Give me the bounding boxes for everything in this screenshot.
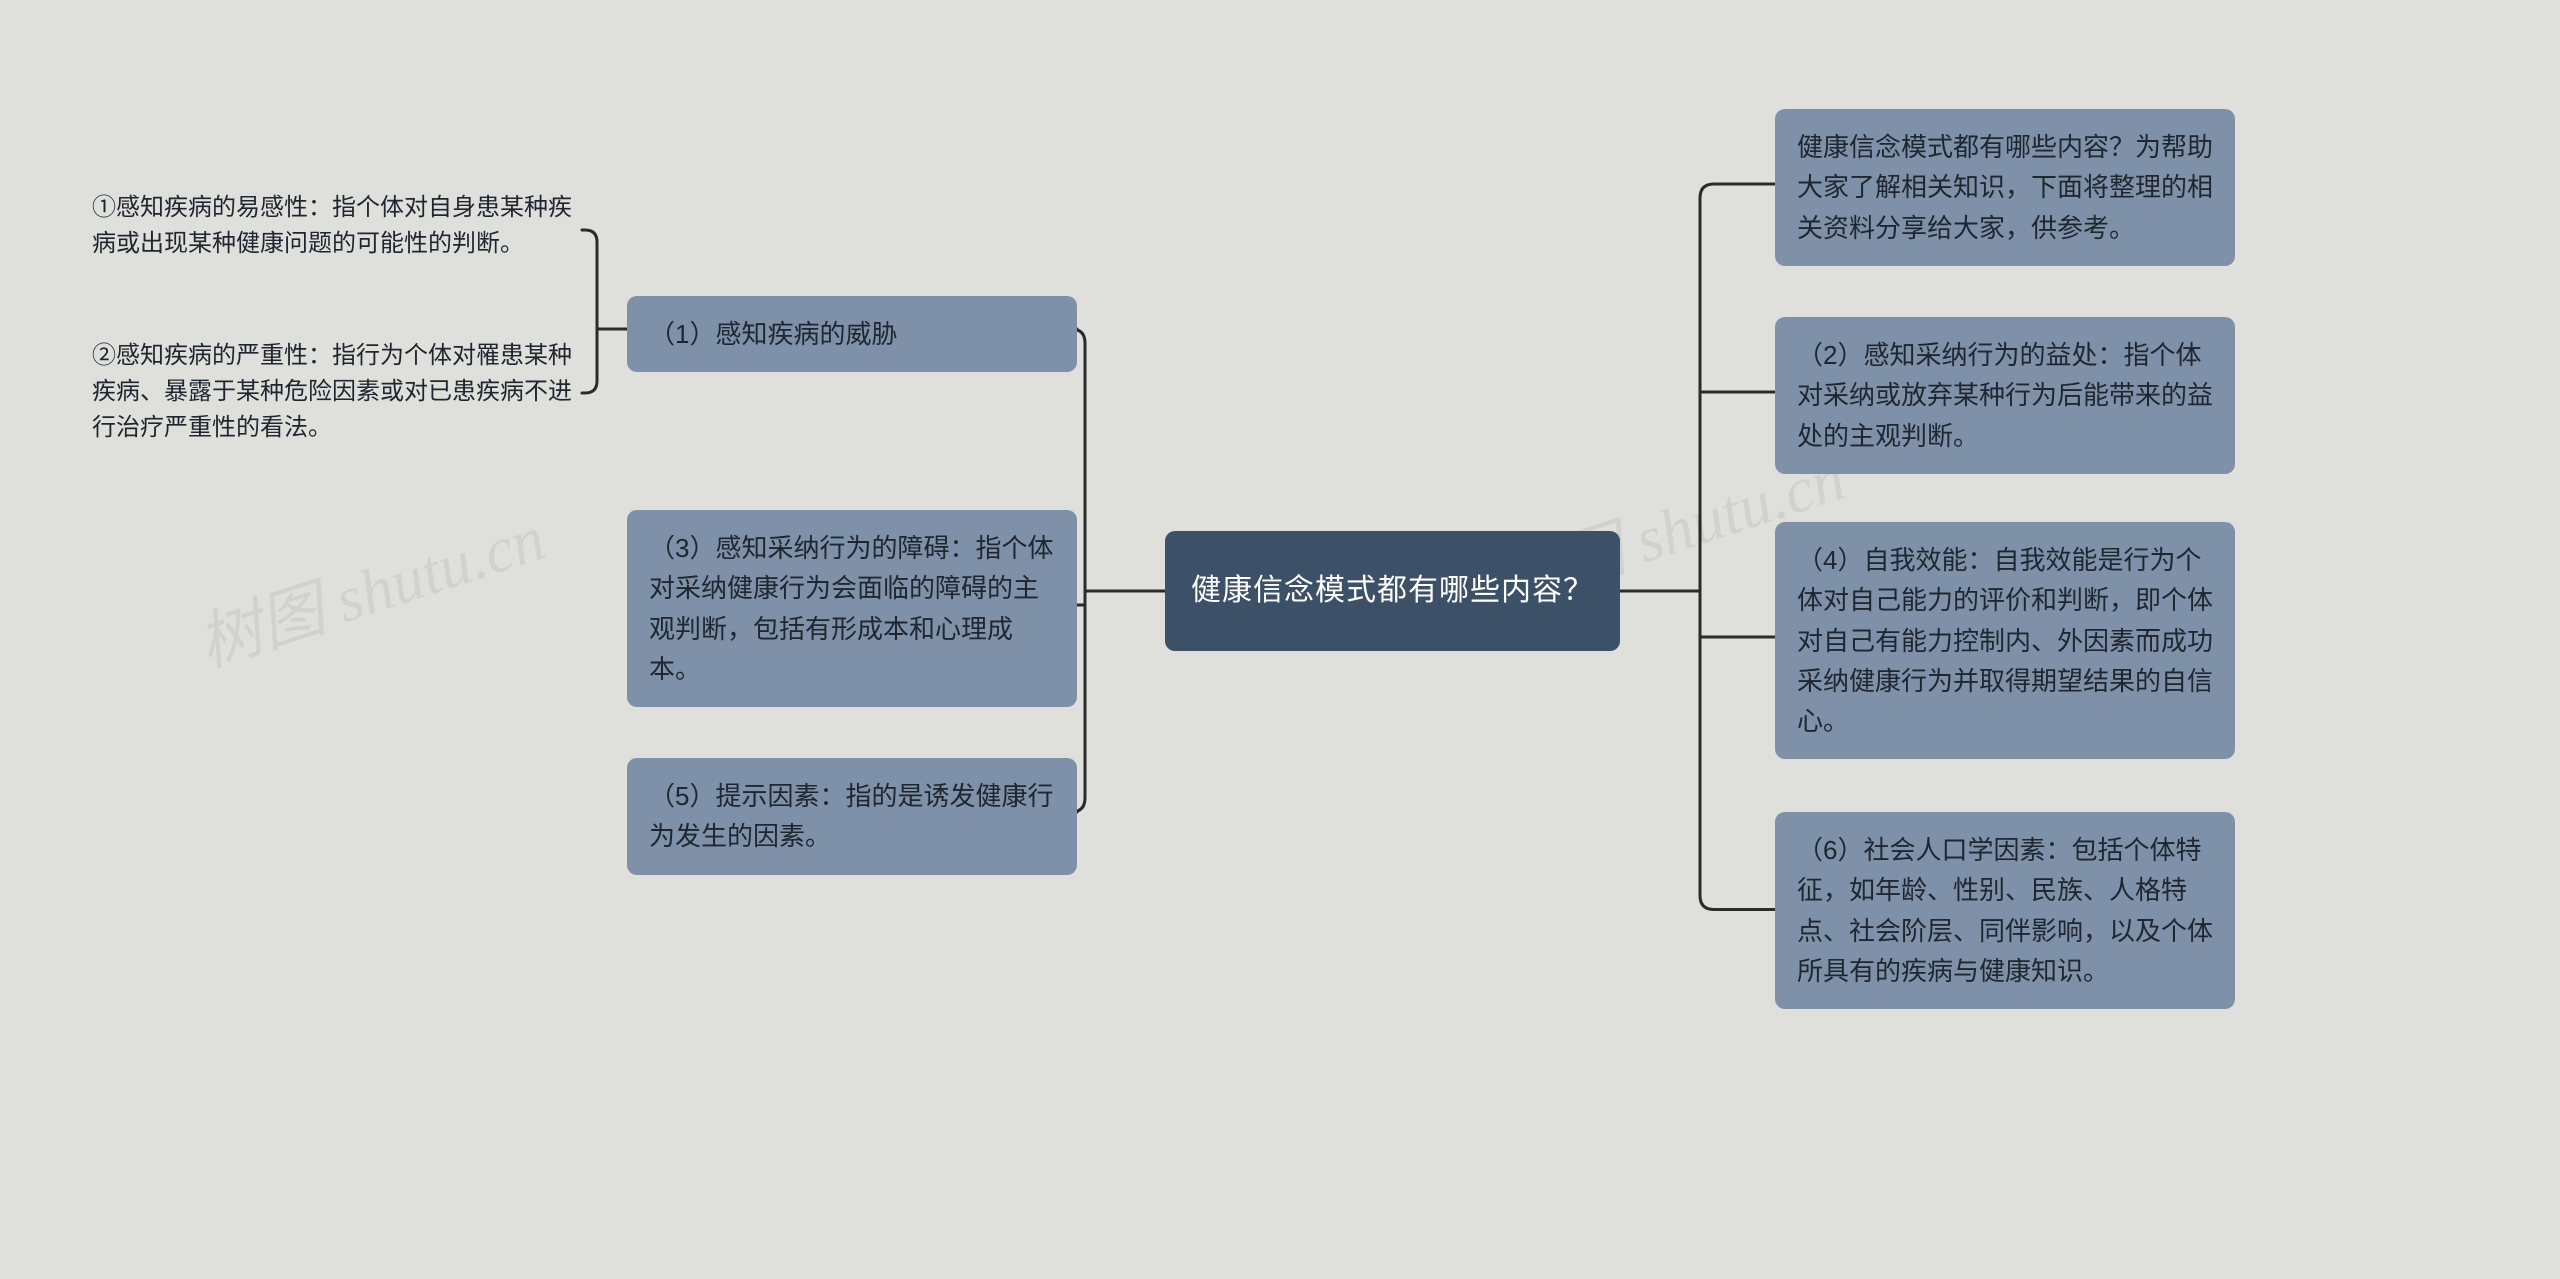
branch-right-intro[interactable]: 健康信念模式都有哪些内容？为帮助大家了解相关知识，下面将整理的相关资料分享给大家…: [1775, 109, 2235, 266]
branch-right-demographics-text: （6）社会人口学因素：包括个体特征，如年龄、性别、民族、人格特点、社会阶层、同伴…: [1797, 835, 2213, 986]
branch-right-intro-text: 健康信念模式都有哪些内容？为帮助大家了解相关知识，下面将整理的相关资料分享给大家…: [1797, 132, 2213, 243]
branch-right-benefit-text: （2）感知采纳行为的益处：指个体对采纳或放弃某种行为后能带来的益处的主观判断。: [1797, 340, 2213, 451]
leaf-susceptibility-text: ①感知疾病的易感性：指个体对自身患某种疾病或出现某种健康问题的可能性的判断。: [92, 194, 572, 257]
watermark-1: 树图 shutu.cn: [185, 487, 555, 685]
branch-left-threat[interactable]: （1）感知疾病的威胁: [627, 296, 1077, 372]
branch-left-threat-text: （1）感知疾病的威胁: [649, 319, 897, 349]
leaf-susceptibility: ①感知疾病的易感性：指个体对自身患某种疾病或出现某种健康问题的可能性的判断。: [92, 190, 582, 270]
branch-right-demographics[interactable]: （6）社会人口学因素：包括个体特征，如年龄、性别、民族、人格特点、社会阶层、同伴…: [1775, 812, 2235, 1009]
leaf-severity-text: ②感知疾病的严重性：指行为个体对罹患某种疾病、暴露于某种危险因素或对已患疾病不进…: [92, 342, 572, 441]
center-node-text: 健康信念模式都有哪些内容？: [1191, 568, 1594, 615]
mindmap-canvas: 树图 shutu.cn 树图 shutu.cn 健康信念模式都有哪些内容？ 健康…: [0, 0, 2560, 1279]
branch-right-efficacy[interactable]: （4）自我效能：自我效能是行为个体对自己能力的评价和判断，即个体对自己有能力控制…: [1775, 522, 2235, 759]
branch-left-cue-text: （5）提示因素：指的是诱发健康行为发生的因素。: [649, 781, 1053, 851]
branch-right-efficacy-text: （4）自我效能：自我效能是行为个体对自己能力的评价和判断，即个体对自己有能力控制…: [1797, 545, 2213, 736]
branch-left-barrier[interactable]: （3）感知采纳行为的障碍：指个体对采纳健康行为会面临的障碍的主观判断，包括有形成…: [627, 510, 1077, 707]
center-node[interactable]: 健康信念模式都有哪些内容？: [1165, 531, 1620, 651]
branch-right-benefit[interactable]: （2）感知采纳行为的益处：指个体对采纳或放弃某种行为后能带来的益处的主观判断。: [1775, 317, 2235, 474]
branch-left-barrier-text: （3）感知采纳行为的障碍：指个体对采纳健康行为会面临的障碍的主观判断，包括有形成…: [649, 533, 1053, 684]
leaf-severity: ②感知疾病的严重性：指行为个体对罹患某种疾病、暴露于某种危险因素或对已患疾病不进…: [92, 338, 582, 448]
branch-left-cue[interactable]: （5）提示因素：指的是诱发健康行为发生的因素。: [627, 758, 1077, 875]
